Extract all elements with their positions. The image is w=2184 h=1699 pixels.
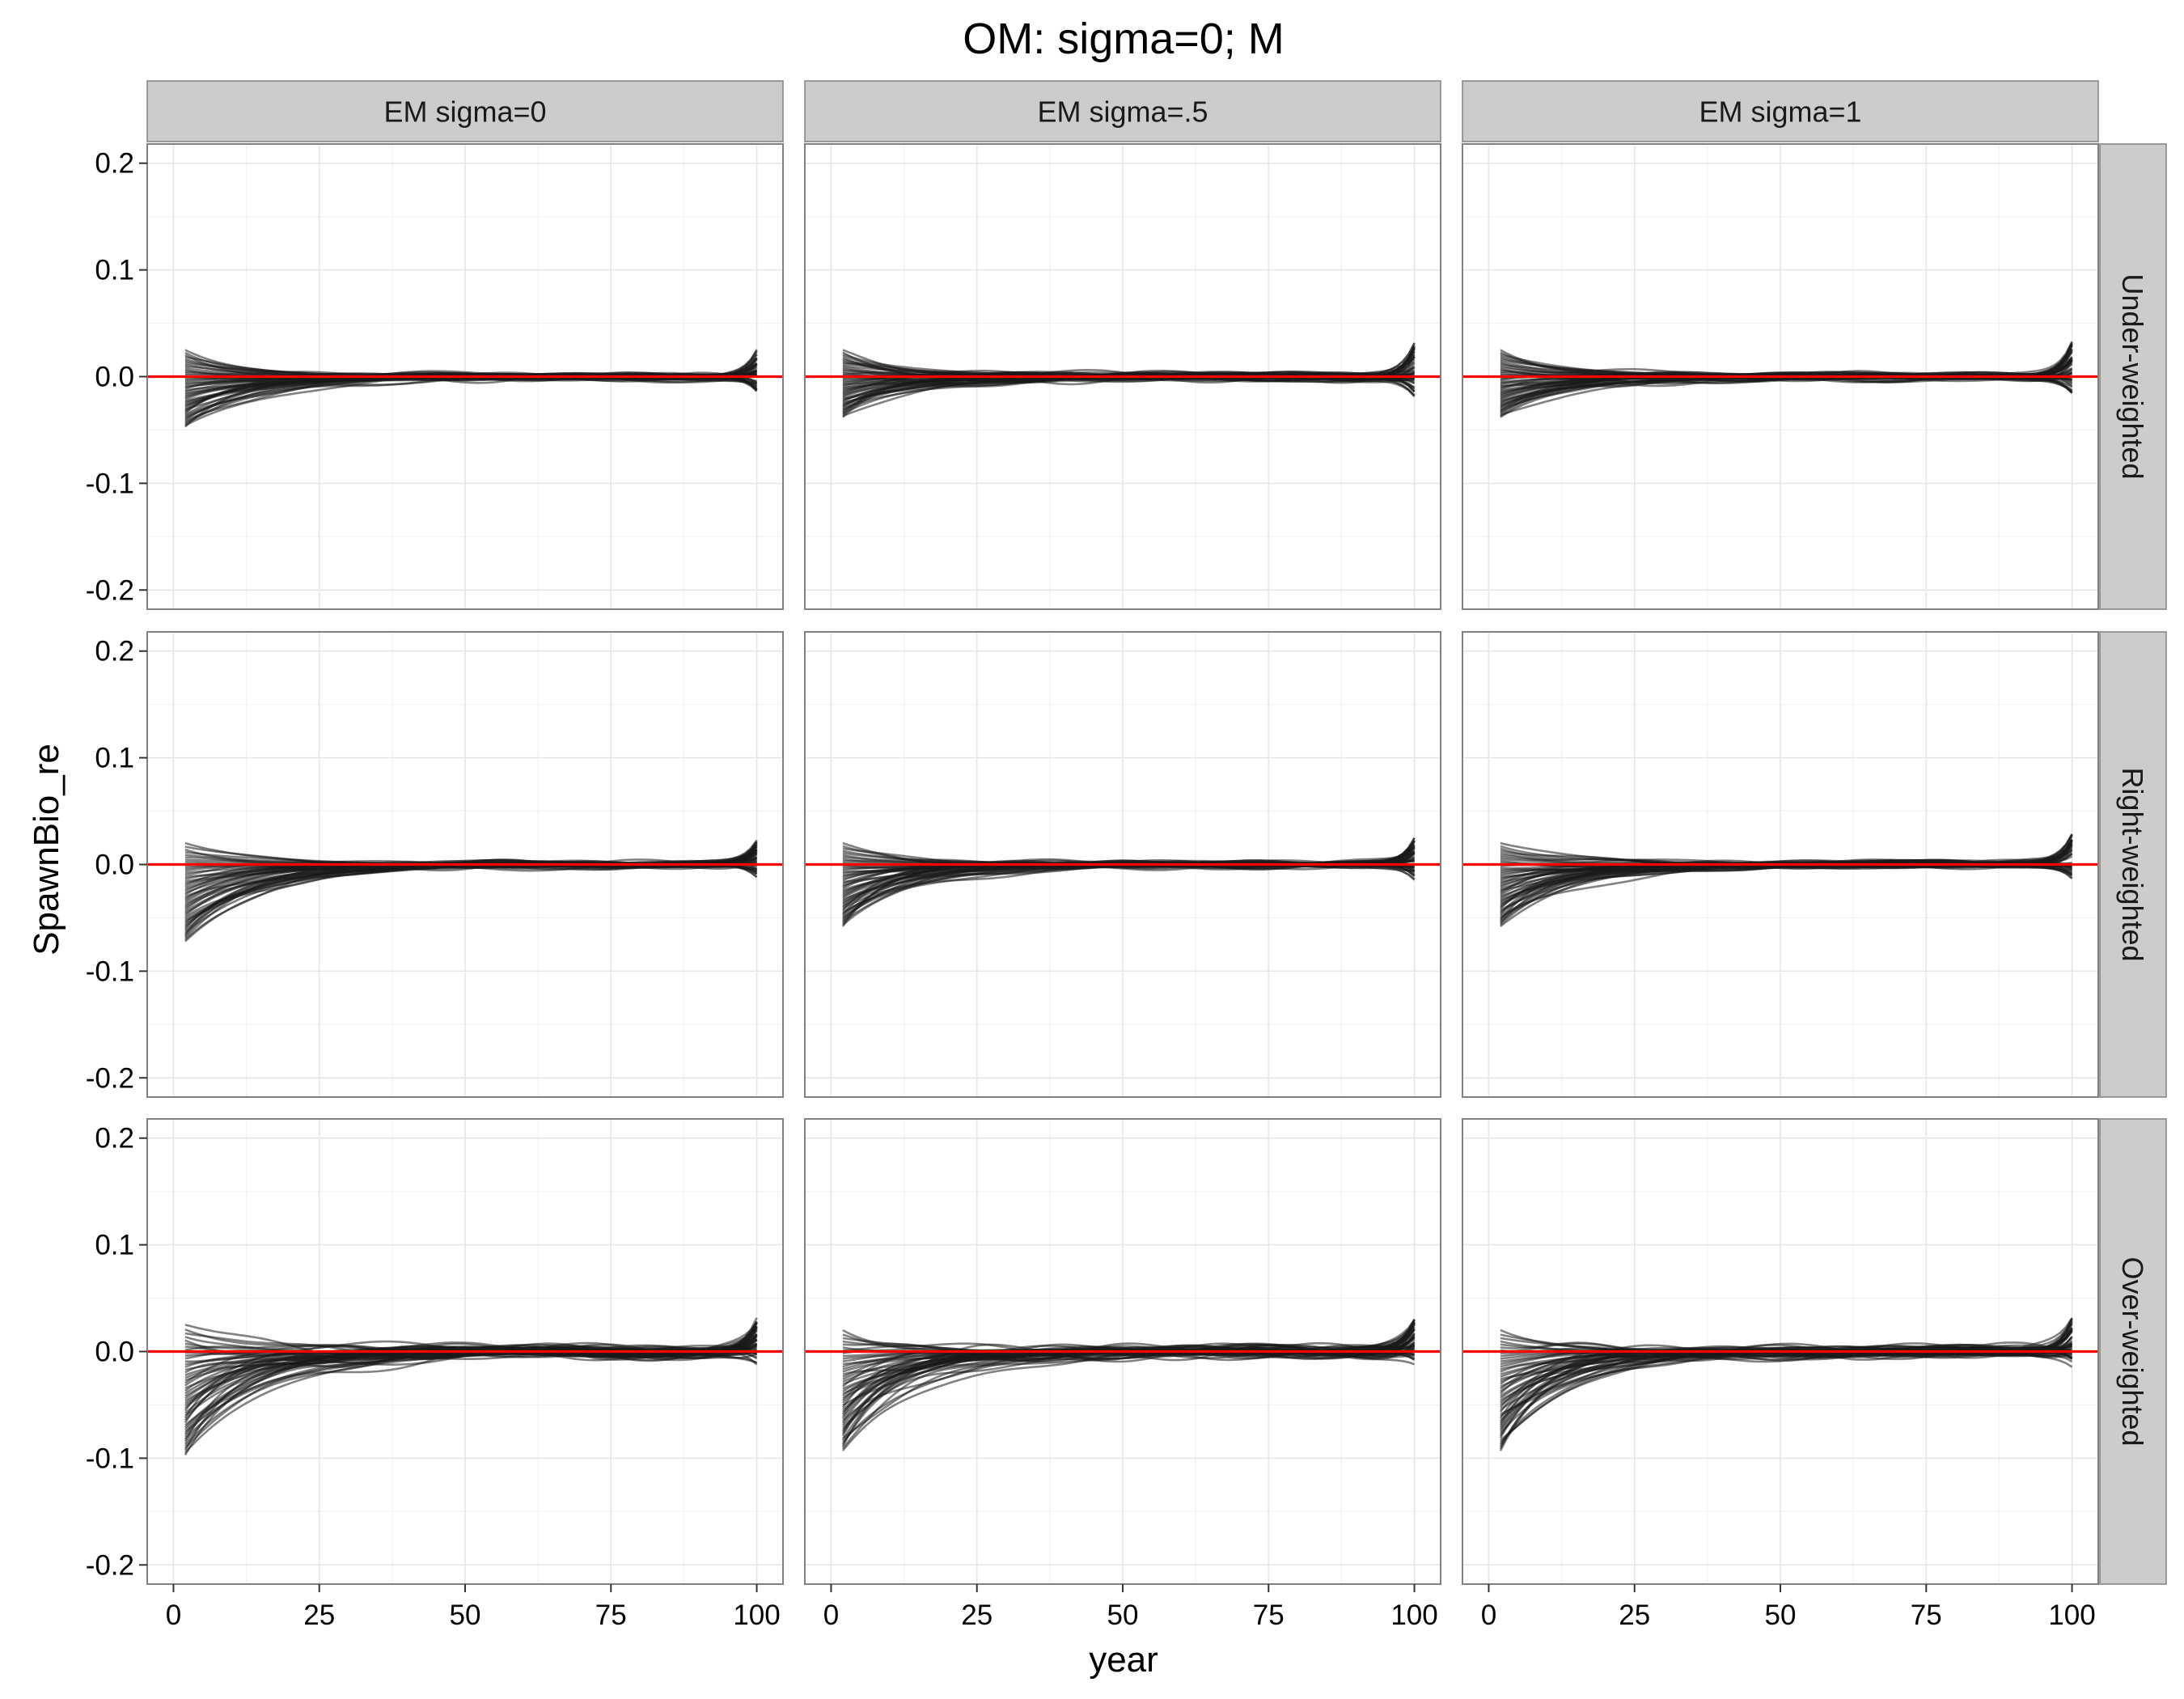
x-axis-tick-label: 50 [1765,1599,1797,1631]
facet-panel [146,631,784,1098]
facet-strip-row-label: Over-weighted [2116,1256,2149,1446]
y-axis-tick-label: -0.2 [86,1549,134,1581]
x-axis-tick-label: 100 [2048,1599,2095,1631]
facet-strip-column [804,80,1441,142]
facet-strip-column-label: EM sigma=1 [1699,95,1861,129]
series-line [1499,1327,2073,1451]
x-axis-tick-label: 0 [166,1599,181,1631]
series-line [842,345,1416,417]
facet-panel [1462,631,2099,1098]
facet-panels: EM sigma=0 EM sigma=.5 EM sigma=1 Under-wei… [86,80,2167,1631]
facet-panel [146,143,784,610]
y-axis-tick-label: -0.2 [86,574,134,606]
facet-panel [804,1118,1441,1585]
facet-strip-row-label: Under-weighted [2116,273,2149,479]
y-axis-tick-label: 0.1 [95,1230,134,1261]
panel-border [1462,631,2099,1098]
series-line [1499,860,2072,922]
facet-strip-column-label: EM sigma=.5 [1037,95,1208,129]
panel-border [1462,143,2099,610]
x-axis-tick-label: 25 [303,1599,335,1631]
y-axis-tick-label: 0.0 [95,362,134,393]
facet-strip-row [2099,143,2167,610]
x-axis-tick-label: 25 [1619,1599,1650,1631]
series-line [184,1317,758,1421]
y-axis-tick-label: 0.0 [95,1337,134,1368]
facet-strip-column [1462,80,2099,142]
y-axis-tick-label: -0.1 [86,1443,134,1474]
series-line [841,1345,1415,1446]
facet-strip-column [146,80,784,142]
facet-panel [1462,143,2099,610]
y-axis-tick-label: -0.2 [86,1062,134,1094]
x-axis-tick-label: 0 [1481,1599,1496,1631]
y-axis-tick-label: 0.2 [95,1123,134,1155]
panel-border [804,143,1441,610]
facet-strip-row [2099,1118,2167,1585]
facet-panel [1462,1118,2099,1585]
facet-panel [804,631,1441,1098]
series-line [1499,1343,2073,1450]
facet-strip-row [2099,631,2167,1098]
series-line [184,1339,758,1449]
y-axis-tick-label: 0.0 [95,850,134,881]
x-axis-tick-label: 75 [1253,1599,1285,1631]
x-axis-tick-label: 100 [1390,1599,1437,1631]
y-axis-tick-label: 0.2 [95,148,134,180]
facet-strip-row-label: Right-weighted [2116,767,2149,961]
facet-panel [146,1118,784,1585]
panel-border [804,631,1441,1098]
y-axis-tick-label: 0.2 [95,636,134,667]
x-axis-tick-label: 50 [450,1599,481,1631]
series-line [1500,1340,2073,1442]
y-axis-tick-label: 0.1 [95,743,134,774]
chart-title: OM: sigma=0; M [963,15,1285,63]
facet-panel [804,143,1441,610]
x-axis-tick-label: 25 [961,1599,993,1631]
series-line [184,853,758,941]
x-axis-tick-label: 50 [1107,1599,1139,1631]
facet-strip-column-label: EM sigma=0 [383,95,546,129]
x-axis-tick-label: 75 [595,1599,627,1631]
x-axis-tick-label: 75 [1911,1599,1942,1631]
y-axis-tick-label: -0.1 [86,955,134,987]
y-axis-title: SpawnBio_re [27,744,66,955]
x-axis-title: year [1089,1640,1158,1680]
series-line [842,845,1416,923]
y-axis-tick-label: 0.1 [95,255,134,286]
x-axis-tick-label: 100 [733,1599,780,1631]
y-axis-tick-label: -0.1 [86,468,134,499]
series-line [841,1344,1415,1447]
series-line [184,1325,758,1456]
x-axis-tick-label: 0 [823,1599,839,1631]
